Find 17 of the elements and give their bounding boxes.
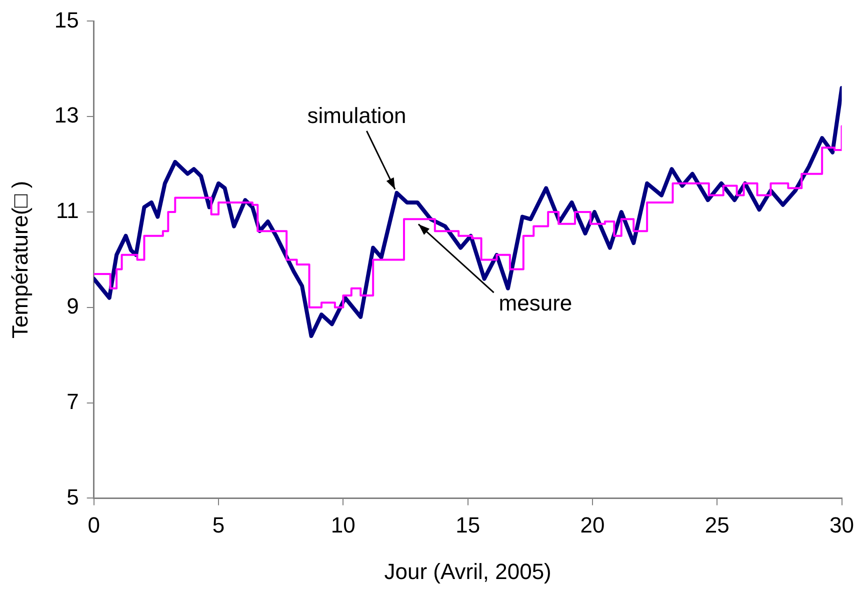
y-tick-label: 13 — [54, 102, 79, 128]
x-tick-label: 5 — [212, 512, 225, 538]
y-tick-label: 15 — [54, 7, 79, 32]
x-tick-label: 10 — [330, 512, 356, 538]
x-tick-label: 15 — [456, 512, 480, 538]
x-axis-title: Jour (Avril, 2005) — [384, 558, 552, 584]
y-tick-label: 5 — [66, 484, 79, 510]
x-tick-label: 25 — [704, 512, 730, 538]
x-tick-label: 30 — [830, 512, 854, 538]
y-tick-label: 9 — [66, 293, 79, 318]
y-tick-label: 7 — [66, 388, 79, 414]
x-tick-label: 0 — [88, 512, 100, 538]
x-tick-label: 20 — [580, 512, 605, 538]
annotation: simulation — [307, 102, 406, 128]
y-axis-title: Température(□ ) — [7, 180, 32, 338]
y-tick-label: 11 — [56, 198, 79, 224]
annotation: mesure — [498, 290, 572, 316]
